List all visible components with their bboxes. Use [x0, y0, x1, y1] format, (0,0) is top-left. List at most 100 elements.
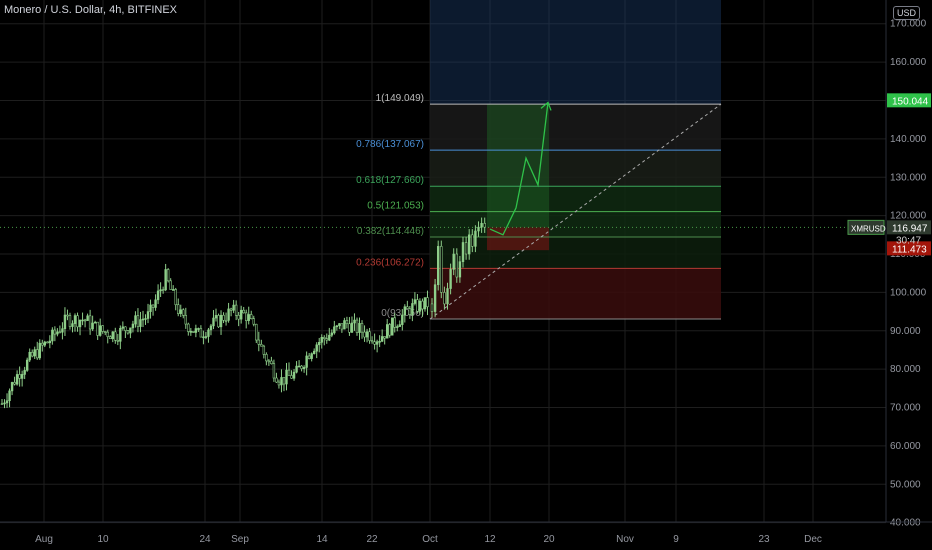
candle: [365, 328, 369, 343]
candle-body: [443, 292, 446, 305]
candle: [406, 300, 409, 310]
candle: [265, 352, 268, 366]
x-tick-label: 12: [484, 534, 496, 545]
candle-body: [350, 322, 354, 333]
y-tick-label: 130.000: [890, 172, 927, 183]
candle: [297, 360, 301, 368]
candle: [139, 311, 142, 333]
candle-body: [33, 349, 36, 357]
candle: [41, 339, 44, 352]
candle-body: [139, 319, 142, 327]
fib-level-label: 0.786(137.067): [356, 139, 424, 150]
candle: [403, 304, 407, 323]
candle: [28, 348, 31, 362]
candle: [250, 310, 253, 320]
candle-body: [370, 340, 374, 343]
candle-body: [452, 253, 455, 270]
candle-body: [66, 314, 69, 317]
candle: [119, 325, 122, 350]
candle: [209, 323, 213, 336]
candle-body: [101, 325, 104, 332]
candle: [398, 320, 401, 327]
candle-body: [63, 314, 67, 329]
candle-body: [187, 323, 190, 332]
currency-badge[interactable]: USD: [892, 6, 920, 20]
candle-body: [237, 314, 240, 320]
candle: [172, 285, 175, 291]
candle-body: [285, 369, 288, 385]
candle: [312, 348, 316, 355]
candle: [189, 327, 193, 336]
candle: [252, 315, 255, 327]
candle-body: [15, 374, 19, 385]
candle-body: [51, 329, 54, 342]
candle-body: [464, 242, 468, 255]
candle-body: [247, 314, 250, 321]
candle: [471, 229, 474, 253]
candle-body: [189, 331, 193, 333]
candle-body: [71, 323, 74, 327]
candle: [275, 372, 278, 383]
candle-body: [267, 360, 271, 363]
candle-body: [91, 322, 94, 330]
candle-body: [217, 315, 220, 328]
candle-body: [31, 351, 34, 357]
candle: [154, 294, 157, 311]
candle: [411, 298, 414, 322]
candle: [144, 314, 147, 325]
candle: [302, 365, 306, 373]
candle: [177, 298, 180, 317]
candle: [477, 221, 480, 237]
candle-body: [406, 306, 409, 310]
candle: [68, 312, 72, 330]
candle: [262, 344, 266, 359]
candle-body: [252, 318, 255, 325]
candle: [109, 335, 112, 340]
candle: [224, 312, 228, 326]
candle: [207, 327, 210, 343]
candle-body: [25, 359, 29, 371]
candle-body: [56, 331, 59, 335]
candle: [295, 361, 298, 374]
candle: [393, 313, 396, 333]
candle-body: [421, 300, 424, 310]
candle-body: [114, 331, 117, 341]
candle-body: [320, 336, 323, 343]
candle: [285, 362, 288, 391]
candle-body: [338, 323, 341, 327]
candle: [413, 292, 417, 306]
fib-zone: [430, 211, 721, 237]
candle-body: [398, 324, 401, 327]
x-tick-label: 14: [316, 534, 328, 545]
candle-body: [245, 312, 248, 321]
candle: [18, 366, 21, 387]
candle: [187, 322, 190, 336]
candle: [23, 366, 26, 380]
candle: [290, 370, 293, 379]
candle: [98, 318, 102, 337]
candle-body: [383, 336, 386, 339]
target-zone: [487, 104, 549, 228]
candle: [292, 369, 296, 381]
candle: [184, 307, 187, 329]
candle-body: [270, 360, 273, 365]
candle: [247, 306, 250, 325]
candle: [114, 327, 117, 344]
candle: [433, 278, 437, 318]
x-tick-label: Dec: [804, 534, 822, 545]
candle: [401, 309, 404, 331]
candle-body: [199, 328, 203, 338]
candle-body: [461, 242, 465, 262]
candle-body: [131, 323, 135, 329]
candle-body: [38, 342, 41, 359]
candle: [104, 330, 107, 336]
candle-body: [413, 299, 417, 304]
candle: [5, 393, 9, 408]
candle: [161, 286, 165, 294]
y-tick-label: 50.000: [890, 479, 921, 490]
candle: [204, 332, 208, 340]
candle: [446, 282, 449, 310]
candle-body: [287, 369, 291, 376]
candle: [396, 324, 399, 332]
